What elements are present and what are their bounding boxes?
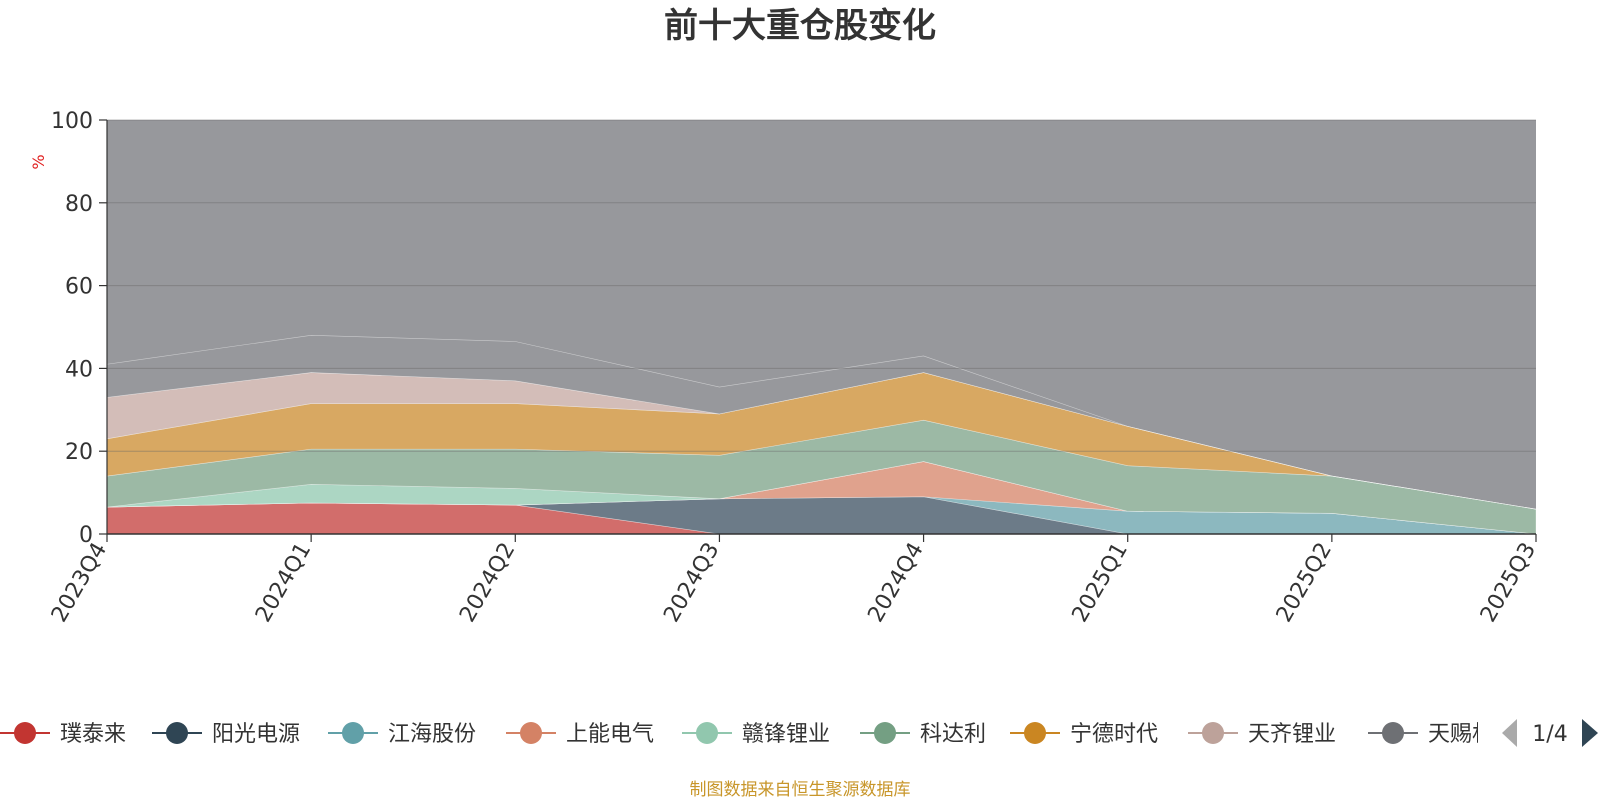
legend-item[interactable]: 天赐材料 — [1368, 722, 1516, 747]
legend-label: 天齐锂业 — [1248, 722, 1336, 747]
legend-label: 宁德时代 — [1070, 722, 1158, 747]
legend-item[interactable]: 赣锋锂业 — [682, 722, 830, 747]
legend-marker-icon — [342, 722, 364, 744]
x-tick-label: 2023Q4 — [47, 539, 112, 627]
legend-item[interactable]: 江海股份 — [328, 722, 476, 747]
legend-marker-icon — [874, 722, 896, 744]
x-tick-label: 2024Q1 — [251, 539, 316, 627]
legend-next-icon[interactable] — [1582, 719, 1598, 747]
legend-label: 科达利 — [920, 722, 986, 747]
y-tick-label: 40 — [65, 357, 93, 382]
legend-prev-icon[interactable] — [1502, 719, 1517, 747]
legend: 璞泰来 阳光电源 江海股份 上能电气 赣锋锂业 科达利 宁德时代 天齐锂业 天赐材料 — [0, 722, 1516, 747]
legend-marker-icon — [1382, 722, 1404, 744]
legend-item[interactable]: 阳光电源 — [152, 722, 300, 747]
legend-marker-icon — [14, 722, 36, 744]
legend-marker-icon — [1024, 722, 1046, 744]
legend-item[interactable]: 科达利 — [860, 722, 986, 747]
data-source-note: 制图数据来自恒生聚源数据库 — [690, 780, 911, 800]
chart-title: 前十大重仓股变化 — [664, 6, 936, 46]
y-tick-label: 20 — [65, 440, 93, 465]
legend-label: 阳光电源 — [212, 722, 300, 747]
legend-item[interactable]: 璞泰来 — [0, 722, 126, 747]
legend-marker-icon — [520, 722, 542, 744]
area-layer — [107, 334, 1536, 534]
legend-marker-icon — [696, 722, 718, 744]
legend-item[interactable]: 宁德时代 — [1010, 722, 1158, 747]
legend-marker-icon — [1202, 722, 1224, 744]
x-tick-label: 2024Q2 — [455, 539, 520, 627]
legend-label: 赣锋锂业 — [742, 722, 830, 747]
series-area-9[interactable] — [107, 334, 1536, 510]
legend-label: 江海股份 — [388, 722, 476, 747]
y-tick-label: 80 — [65, 192, 93, 217]
legend-label: 天赐材料 — [1428, 722, 1516, 747]
y-axis-unit: % — [29, 154, 48, 169]
legend-marker-icon — [166, 722, 188, 744]
legend-pager: 1/4 — [1502, 719, 1598, 747]
x-tick-label: 2025Q1 — [1068, 539, 1133, 627]
legend-item[interactable]: 天齐锂业 — [1188, 722, 1336, 747]
legend-page-indicator: 1/4 — [1532, 722, 1567, 747]
legend-label: 上能电气 — [566, 722, 654, 747]
x-tick-label: 2025Q2 — [1272, 539, 1337, 627]
x-tick-label: 2024Q4 — [863, 539, 928, 627]
legend-item[interactable]: 上能电气 — [506, 722, 654, 747]
x-tick-label: 2025Q3 — [1476, 539, 1541, 627]
y-tick-label: 100 — [51, 109, 93, 134]
x-tick-label: 2024Q3 — [659, 539, 724, 627]
legend-label: 璞泰来 — [60, 722, 126, 747]
y-tick-label: 60 — [65, 275, 93, 300]
y-tick-label: 0 — [79, 523, 93, 548]
grid-layer — [107, 119, 1536, 452]
